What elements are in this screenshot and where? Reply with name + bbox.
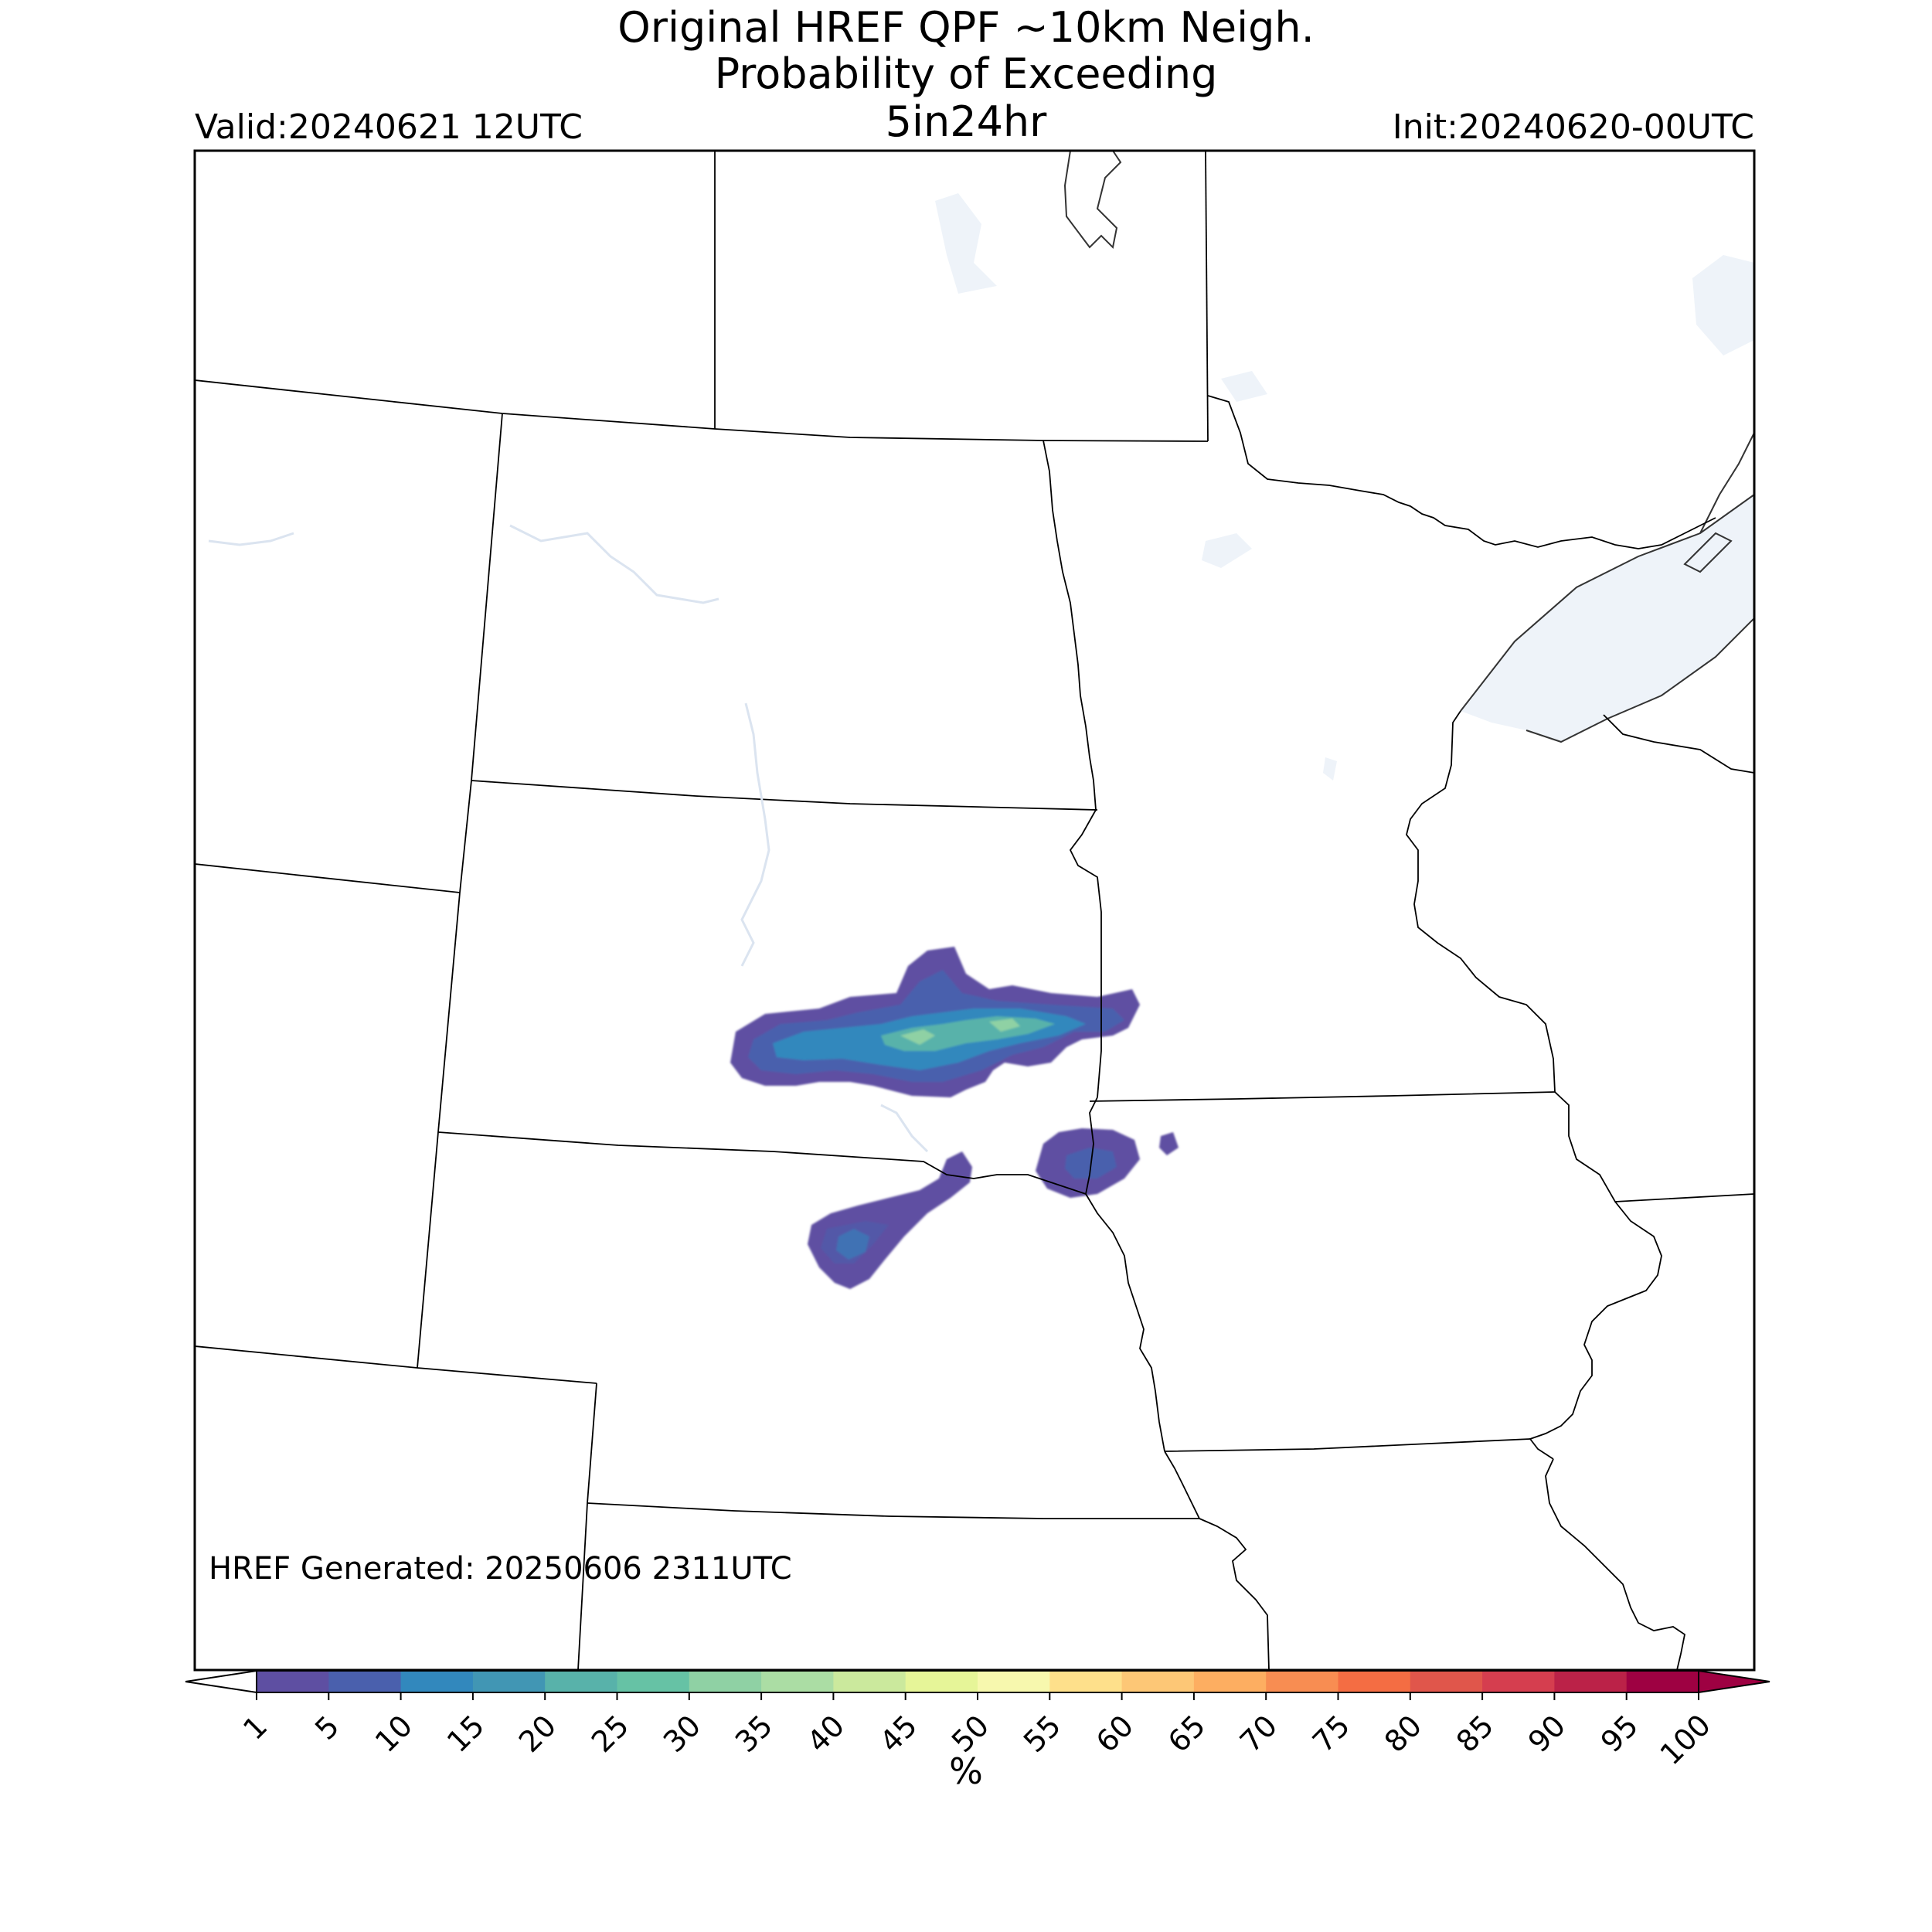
border-sd-ia [1085,1097,1098,1195]
colorbar-segment-90-95 [1554,1671,1628,1692]
border-sd-mn [1069,809,1102,1098]
border-co-ks [577,1383,597,1670]
border-wy-co [195,1345,597,1384]
prob-5-10-area-ks [821,1221,889,1264]
colorbar [185,1669,1770,1700]
border-mo-ia-south [1164,1438,1531,1452]
border-mt-east [459,413,503,893]
init-time: Init:20240620-00UTC [1392,107,1754,147]
colorbar-segment-35-40 [761,1671,834,1692]
colorbar-segment-60-65 [1121,1671,1195,1692]
colorbar-segment-75-80 [1338,1671,1411,1692]
rivers [208,524,929,1153]
colorbar-segment-95-100 [1626,1671,1699,1692]
colorbar-segment-20-25 [545,1671,617,1692]
minnesota-lakes [1221,371,1267,402]
valid-time: Valid:20240621 12UTC [195,107,583,147]
keweenaw [1699,432,1754,534]
border-mt-wy [195,863,461,893]
href-generated-note: HREF Generated: 20250606 2311UTC [209,1551,792,1587]
border-ne-ia [1085,1193,1165,1452]
border-nd-mn [1043,440,1097,811]
border-nd-sd [471,780,1098,811]
colorbar-segment-25-30 [617,1671,690,1692]
devils-lake [1202,533,1252,568]
border-ks-mo [1164,1451,1270,1670]
colorbar-segment-40-45 [833,1671,906,1692]
colorbar-segment-85-90 [1482,1671,1555,1692]
title-line-1: Original HREF QPF ~10km Neigh. [617,3,1315,52]
colorbar-segment-30-35 [689,1671,762,1692]
title-line-3: 5in24hr [885,97,1047,146]
colorbar-segment-70-75 [1266,1671,1338,1692]
border-mt-nd-canada [195,379,1209,442]
colorbar-extend-high [1698,1669,1770,1694]
border-wy-east [417,892,461,1369]
lake-superior [1461,495,1754,742]
water-bodies [935,193,1754,781]
border-wi-mi [1603,714,1754,774]
canada-lakes-1 [1692,255,1754,355]
colorbar-segment-65-70 [1193,1671,1267,1692]
lake-sakakawea [935,193,997,294]
border-mn-ia [1089,1091,1556,1102]
probability-shading [730,947,1179,1289]
title-line-2: Probability of Exceeding [714,49,1218,98]
lake-superior-shore [1460,494,1754,743]
border-mn-wi [1406,710,1556,1093]
border-manitoba-ontario [1205,151,1209,442]
colorbar-segment-1-5 [257,1671,329,1692]
prob-1-5-small-ia [1159,1132,1179,1155]
prob-25-30-area-ne [900,1019,1020,1045]
border-wi-il [1554,1091,1754,1202]
border-mn-ontario [1207,395,1716,549]
border-sd-ne [437,1131,1087,1195]
lake-oahe [1323,757,1337,781]
border-il-mo [1545,1458,1686,1670]
colorbar-segment-45-50 [905,1671,978,1692]
colorbar-segment-80-85 [1410,1671,1483,1692]
colorbar-units-label: % [949,1750,983,1792]
prob-1-5-area-ks [808,1151,972,1289]
colorbar-segment-50-55 [978,1671,1050,1692]
state-borders [195,151,1754,1670]
lake-winnipeg-shore [1063,151,1122,250]
colorbar-segment-5-10 [328,1671,402,1692]
colorbar-segment-10-15 [400,1671,474,1692]
map-frame [193,149,1756,1672]
colorbar-extend-low [185,1669,257,1694]
isle-royale [1683,532,1733,573]
colorbar-segment-55-60 [1049,1671,1123,1692]
colorbar-segment-15-20 [472,1671,546,1692]
border-ne-ks [587,1502,1199,1519]
border-ia-il [1529,1201,1662,1460]
